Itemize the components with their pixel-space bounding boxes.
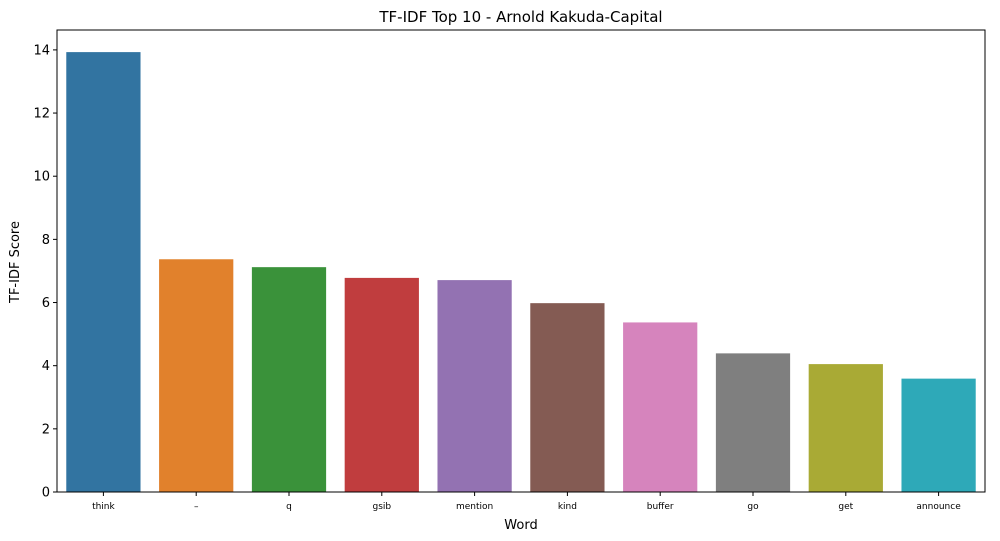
y-tick-label: 2 bbox=[42, 422, 50, 437]
bar-2 bbox=[251, 267, 327, 492]
y-tick-label: 8 bbox=[42, 233, 50, 248]
x-tick-label: mention bbox=[456, 502, 493, 512]
x-tick-label: think bbox=[92, 502, 115, 512]
y-tick-label: 10 bbox=[33, 170, 50, 185]
x-tick-label: q bbox=[286, 502, 292, 512]
bars-group bbox=[66, 52, 976, 493]
x-tick-label: buffer bbox=[647, 502, 674, 512]
x-tick-label: kind bbox=[558, 502, 577, 512]
y-tick-label: 14 bbox=[33, 43, 50, 58]
bar-7 bbox=[715, 353, 791, 492]
x-tick-label: – bbox=[194, 502, 199, 512]
plot-frame bbox=[56, 29, 986, 493]
x-axis-ticks: think – q gsib mention kind buffer go get announc… bbox=[92, 492, 961, 512]
bar-9 bbox=[901, 378, 976, 492]
bar-4 bbox=[437, 280, 512, 492]
x-axis-label: Word bbox=[504, 518, 537, 533]
y-axis-ticks: 0 2 4 6 8 10 12 14 bbox=[33, 43, 57, 501]
x-tick-label: go bbox=[747, 502, 759, 512]
x-tick-label: announce bbox=[916, 502, 961, 512]
bar-1 bbox=[159, 259, 234, 492]
bar-8 bbox=[808, 364, 883, 492]
x-tick-label: get bbox=[838, 502, 853, 512]
chart-title: TF-IDF Top 10 - Arnold Kakuda-Capital bbox=[378, 8, 662, 26]
y-tick-label: 12 bbox=[33, 107, 50, 122]
bar-6 bbox=[623, 322, 698, 492]
bar-3 bbox=[344, 277, 419, 492]
y-tick-label: 0 bbox=[42, 486, 50, 501]
bar-5 bbox=[530, 303, 605, 492]
y-tick-label: 4 bbox=[42, 359, 50, 374]
bar-0 bbox=[66, 52, 141, 493]
x-tick-label: gsib bbox=[372, 502, 391, 512]
y-axis-label: TF-IDF Score bbox=[8, 221, 23, 304]
y-tick-label: 6 bbox=[42, 296, 50, 311]
